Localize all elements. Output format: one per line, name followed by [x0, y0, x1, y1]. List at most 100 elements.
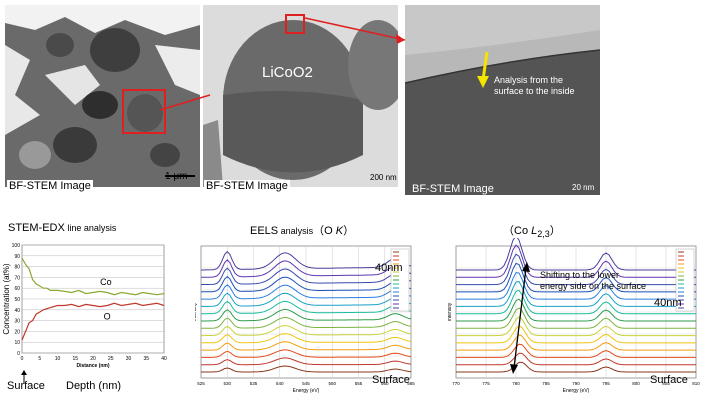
eels-xtick-label: 560 [381, 381, 389, 386]
eels-xlabel: Energy (eV) [293, 388, 320, 394]
eels-xtick-label: 550 [328, 381, 336, 386]
eels-xtick-label: 530 [223, 381, 231, 386]
co-spectrum-2 [456, 352, 696, 366]
eels-edge: （O [313, 225, 336, 237]
eels-spectrum-1 [201, 365, 412, 373]
co-spectrum-9 [456, 289, 696, 315]
co-spectrum-15 [456, 238, 696, 271]
edx-ytick-label: 30 [14, 319, 20, 325]
eels-spectrum-5 [200, 333, 412, 344]
co-L: L [531, 225, 538, 237]
co-spectrum-3 [456, 343, 696, 358]
edx-line-chart: 0 10 20 30 40 50 60 70 80 90 100 0 5 10 15 20 25 30 35 40 Di… [2, 243, 167, 383]
co-spectrum-6 [456, 316, 696, 337]
eels-header: EELS analysis（O K） [250, 222, 354, 238]
co-shift-arrow-tail-icon [522, 262, 530, 272]
eels-xtick-label: 545 [302, 381, 310, 386]
eels-spectrum-4 [201, 341, 412, 351]
co-spectrum-14 [456, 244, 696, 278]
eels-xtick-label: 525 [197, 381, 205, 386]
co-xtick-label: 805 [662, 381, 670, 386]
zoom-box-1 [122, 89, 166, 134]
eels-xtick-label: 540 [276, 381, 284, 386]
caption-bf1: BF-STEM Image [7, 180, 93, 192]
bf-stem-image-2 [203, 5, 398, 187]
co-shift-line-1: Shifting to the lower [540, 270, 620, 280]
edx-ytick-label: 60 [14, 286, 20, 292]
eels-xtick-label: 565 [407, 381, 415, 386]
edx-ytick-label: 40 [14, 308, 20, 314]
co-spectrum-4 [456, 334, 696, 351]
edx-ytick-label: 10 [14, 340, 20, 346]
edx-series-label-co: Co [100, 277, 112, 287]
co-surface-label: Surface [650, 374, 688, 386]
edx-ytick-label: 50 [14, 297, 20, 303]
eels-spectrum-9 [201, 300, 412, 315]
annotation-line-2: surface to the inside [494, 86, 575, 96]
micrograph-1-svg [5, 5, 200, 187]
zoom-box-2 [285, 14, 305, 34]
co-xtick-label: 770 [452, 381, 460, 386]
eels-spectrum-15 [201, 250, 412, 271]
scalebar-label-2: 200 nm [370, 173, 397, 182]
eels-edge-k: K [335, 225, 344, 237]
edx-xtick-label: 0 [21, 356, 24, 362]
edx-series-co [21, 257, 165, 296]
eels-header-sub: analysis [278, 226, 314, 236]
edx-ytick-label: 0 [17, 351, 20, 357]
co-ylabel: Intensity [448, 302, 453, 321]
eels-spectrum-6 [201, 325, 412, 337]
co-open: （Co [503, 225, 532, 237]
co-spectrum-13 [456, 253, 696, 286]
arrow-down-icon [477, 76, 489, 88]
co-close: ） [549, 225, 561, 237]
co-header: （Co L2,3） [503, 222, 561, 239]
co-spectrum-8 [456, 298, 696, 322]
arrow-up-icon [21, 370, 27, 375]
co-xtick-label: 785 [542, 381, 550, 386]
eels-spectrum-14 [201, 259, 412, 278]
edx-xtick-label: 30 [126, 356, 132, 362]
scalebar-label-1: 1 μm [165, 171, 188, 182]
edx-series-o [21, 302, 165, 341]
depth-label: Depth (nm) [66, 380, 122, 392]
edx-ytick-label: 70 [14, 275, 20, 281]
edx-xtick-label: 40 [161, 356, 167, 362]
co-spectrum-10 [456, 281, 696, 307]
co-xtick-label: 780 [512, 381, 520, 386]
co-xtick-label: 810 [692, 381, 700, 386]
co-spectrum-12 [456, 262, 696, 293]
eels-spectrum-11 [201, 284, 412, 300]
bf-stem-image-3 [405, 5, 600, 195]
eels-co-l-chart: 770 775 780 785 790 795 800 805 810 Energy (eV) In… [448, 238, 700, 394]
co-spectrum-5 [456, 325, 696, 344]
annotation-line-1: Analysis from the [494, 75, 564, 85]
grain-label: LiCoO2 [262, 64, 313, 81]
eels-spectrum-12 [200, 275, 412, 293]
edx-header-sub: line analysis [64, 223, 117, 233]
co-xtick-label: 775 [482, 381, 490, 386]
caption-bf2: BF-STEM Image [204, 180, 290, 192]
co-sub: 2,3 [537, 229, 550, 240]
eels-40nm-label: 40nm [375, 262, 403, 274]
eels-o-k-chart: 525 530 535 540 545 550 555 560 565 Energy (eV) In… [195, 245, 415, 394]
eels-spectrum-3 [201, 349, 412, 358]
micrograph-3-svg [405, 5, 600, 195]
eels-header-main: EELS [250, 225, 279, 237]
micrograph-2-svg [203, 5, 398, 187]
edx-xtick-label: 35 [143, 356, 149, 362]
eels-spectrum-13 [200, 267, 412, 286]
scalebar-label-3: 20 nm [572, 183, 595, 192]
eels-xtick-label: 555 [355, 381, 363, 386]
connector-overlay [159, 17, 489, 111]
edx-xtick-label: 25 [108, 356, 114, 362]
co-40nm-label: 40nm [654, 297, 682, 309]
co-spectrum-1 [456, 361, 696, 373]
co-shift-line-2: energy side on the surface [540, 281, 647, 291]
edx-xtick-label: 10 [55, 356, 61, 362]
eels-surface-label: Surface [372, 374, 410, 386]
co-xtick-label: 795 [602, 381, 610, 386]
eels-spectrum-7 [201, 316, 412, 329]
edx-ytick-label: 20 [14, 329, 20, 335]
eels-xtick-label: 535 [250, 381, 258, 386]
